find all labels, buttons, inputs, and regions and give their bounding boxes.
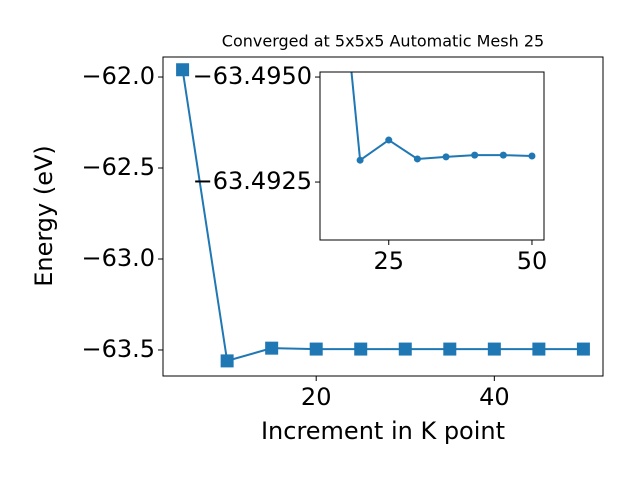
data-point <box>398 342 412 356</box>
data-point <box>443 342 457 356</box>
data-point <box>265 341 279 355</box>
y-tick-label: −63.5 <box>81 335 155 363</box>
data-point <box>356 156 364 164</box>
data-point <box>499 151 507 159</box>
x-tick-label: 25 <box>373 247 404 275</box>
data-point <box>309 342 323 356</box>
data-point <box>487 342 501 356</box>
y-tick-label: −62.5 <box>81 153 155 181</box>
data-point <box>528 152 536 160</box>
y-tick-label: −62.0 <box>81 62 155 90</box>
x-axis-label: Increment in K point <box>261 417 505 445</box>
x-tick-label: 20 <box>301 383 332 411</box>
y-tick-label: −63.4925 <box>193 167 312 195</box>
data-point <box>385 136 393 144</box>
data-line <box>181 69 584 363</box>
data-point <box>220 354 234 368</box>
data-point <box>176 63 190 77</box>
data-point <box>413 155 421 163</box>
y-tick-label: −63.0 <box>81 244 155 272</box>
y-tick-label: −63.4950 <box>193 62 312 90</box>
chart-title: Converged at 5x5x5 Automatic Mesh 25 <box>222 32 544 51</box>
x-tick-label: 50 <box>517 247 548 275</box>
data-point <box>471 151 479 159</box>
plot-content <box>176 63 590 368</box>
y-axis-label: Energy (eV) <box>30 145 58 287</box>
plot-frame <box>162 56 604 377</box>
data-line <box>350 72 532 163</box>
data-point <box>532 342 546 356</box>
plot-content <box>350 72 536 164</box>
plot-frame <box>319 71 545 241</box>
x-tick-label: 40 <box>479 383 510 411</box>
data-point <box>354 342 368 356</box>
data-point <box>442 153 450 161</box>
data-point <box>576 342 590 356</box>
